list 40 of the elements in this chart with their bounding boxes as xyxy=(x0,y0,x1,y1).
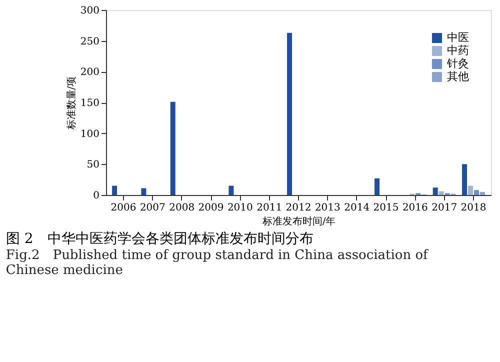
y-tick-label: 300 xyxy=(80,6,100,16)
x-tick-label: 2011 xyxy=(256,202,282,214)
x-tick-label: 2010 xyxy=(227,202,253,214)
x-tick-label: 2017 xyxy=(432,202,458,214)
x-tick-label: 2015 xyxy=(373,202,399,214)
bar xyxy=(438,191,444,195)
legend-label: 中医 xyxy=(447,31,469,44)
bar xyxy=(228,186,234,195)
bar xyxy=(112,186,118,195)
bar xyxy=(462,164,468,195)
bar xyxy=(374,178,380,195)
x-tick-label: 2009 xyxy=(198,202,224,214)
x-tick-label: 2018 xyxy=(460,202,486,214)
caption: Fig.2 Published time of group standard in China association of Chinese medicine xyxy=(6,248,430,278)
caption: 图 2 中华中医药学会各类团体标准发布时间分布 xyxy=(6,231,314,247)
x-tick-label: 2014 xyxy=(344,202,370,214)
y-tick-label: 50 xyxy=(86,160,100,171)
y-tick-label: 0 xyxy=(93,190,100,202)
y-tick-label: 250 xyxy=(80,36,100,48)
y-tick-label: 200 xyxy=(80,67,100,78)
legend-label: 中药 xyxy=(447,44,469,57)
x-tick-label: 2007 xyxy=(140,202,166,214)
bar xyxy=(141,188,146,195)
bar xyxy=(468,186,474,195)
y-tick-label: 150 xyxy=(80,98,100,109)
x-tick-label: 2008 xyxy=(169,202,195,214)
bar xyxy=(474,190,479,195)
bar xyxy=(287,32,292,195)
x-tick-label: 2013 xyxy=(314,202,340,214)
legend-label: 针灸 xyxy=(446,57,469,70)
y-axis-title: 标准数量/项 xyxy=(65,76,78,131)
x-tick-label: 2012 xyxy=(286,202,312,214)
x-tick-label: 2006 xyxy=(110,202,136,214)
legend-label: 其他 xyxy=(447,70,469,83)
y-tick-label: 100 xyxy=(80,128,100,140)
x-axis-title: 标准发布时间/年 xyxy=(261,216,336,228)
bar xyxy=(170,102,176,195)
x-tick-label: 2016 xyxy=(402,202,428,214)
bar xyxy=(432,188,438,195)
bar xyxy=(480,192,485,195)
